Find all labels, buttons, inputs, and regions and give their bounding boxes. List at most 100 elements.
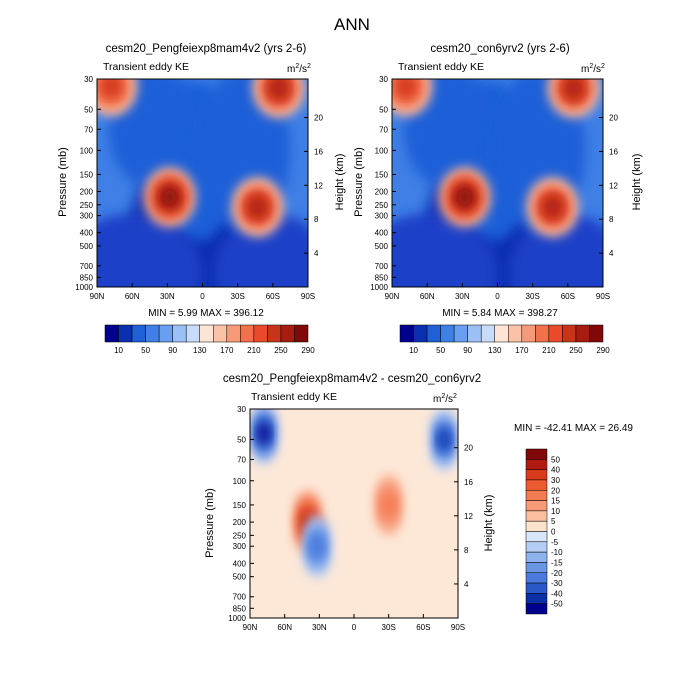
colorbar-swatch bbox=[525, 479, 548, 491]
colorbar-swatch bbox=[226, 324, 241, 343]
panel-3-title: cesm20_Pengfeiexp8mam4v2 - cesm20_con6yr… bbox=[223, 373, 481, 385]
panel-1: cesm20_Pengfeiexp8mam4v2 (yrs 2-6) Trans… bbox=[57, 43, 346, 355]
colorbar-label: 130 bbox=[488, 346, 502, 355]
colorbar-swatch bbox=[280, 324, 295, 343]
colorbar-label: 290 bbox=[596, 346, 610, 355]
panel-3-units: m2/s2 bbox=[433, 393, 457, 405]
y2-tick-label: 8 bbox=[464, 546, 469, 555]
x-tick-label: 30N bbox=[160, 292, 175, 301]
colorbar-swatch bbox=[104, 324, 119, 343]
panel-2-colorbar: 10 50 90 130 170 210 250 290 bbox=[399, 324, 610, 355]
colorbar-swatch bbox=[294, 324, 309, 343]
y2-tick-label: 16 bbox=[609, 147, 618, 156]
y-tick-label: 200 bbox=[80, 188, 94, 197]
y-tick-label: 200 bbox=[233, 518, 247, 527]
colorbar-label: -50 bbox=[551, 600, 563, 609]
colorbar-label: 5 bbox=[551, 517, 556, 526]
x-tick-label: 90N bbox=[243, 623, 258, 632]
y-tick-label: 30 bbox=[379, 75, 388, 84]
colorbar-label: 10 bbox=[114, 346, 123, 355]
colorbar-swatch bbox=[399, 324, 414, 343]
y-tick-label: 50 bbox=[379, 105, 388, 114]
panel-1-stats: MIN = 5.99 MAX = 396.12 bbox=[148, 308, 264, 319]
colorbar-swatch bbox=[158, 324, 173, 343]
panel-2-units: m2/s2 bbox=[581, 63, 605, 75]
panel-2: cesm20_con6yrv2 (yrs 2-6) Transient eddy… bbox=[353, 43, 643, 355]
x-tick-label: 60N bbox=[277, 623, 292, 632]
contour-sh-pos bbox=[383, 496, 394, 514]
y-tick-label: 30 bbox=[237, 405, 246, 414]
colorbar-label: 210 bbox=[542, 346, 556, 355]
contour-sh-strat bbox=[566, 79, 582, 97]
x-tick-label: 30N bbox=[312, 623, 327, 632]
y-tick-label: 1000 bbox=[228, 614, 246, 623]
colorbar-label: 170 bbox=[220, 346, 234, 355]
y-tick-label: 100 bbox=[233, 477, 247, 486]
panel-1-subtitle: Transient eddy KE bbox=[103, 61, 189, 73]
colorbar-label: -5 bbox=[551, 538, 559, 547]
y2-tick-label: 20 bbox=[464, 444, 473, 453]
panel-2-axes: 90N 60N 30N 0 30S 60S 90S 30 50 70 100 150 200 250 300… bbox=[370, 75, 618, 301]
colorbar-swatch bbox=[525, 490, 548, 501]
y-tick-label: 150 bbox=[80, 170, 94, 179]
x-tick-label: 90N bbox=[385, 292, 400, 301]
colorbar-label: 0 bbox=[551, 528, 556, 537]
colorbar-swatch bbox=[118, 324, 133, 343]
y-tick-label: 300 bbox=[80, 212, 94, 221]
y2-tick-label: 16 bbox=[464, 478, 473, 487]
colorbar-label: -40 bbox=[551, 589, 563, 598]
y2-tick-label: 4 bbox=[314, 249, 319, 258]
contour-nh-jet bbox=[457, 188, 473, 206]
contour-nh-jet-neg bbox=[312, 537, 323, 555]
colorbar-swatch bbox=[521, 324, 536, 343]
y-tick-label: 700 bbox=[80, 262, 94, 271]
panel-2-stats: MIN = 5.84 MAX = 398.27 bbox=[442, 308, 558, 319]
y-tick-label: 1000 bbox=[75, 283, 93, 292]
colorbar-swatch bbox=[525, 510, 548, 522]
colorbar-swatch bbox=[589, 324, 604, 343]
colorbar-label: 20 bbox=[551, 486, 560, 495]
colorbar-label: 15 bbox=[551, 497, 560, 506]
y-tick-label: 100 bbox=[80, 146, 94, 155]
contour-nh-jet bbox=[162, 188, 178, 206]
panel-3-ylabel: Pressure (mb) bbox=[204, 488, 216, 558]
panel-2-subtitle: Transient eddy KE bbox=[398, 61, 484, 73]
colorbar-label: 90 bbox=[463, 346, 472, 355]
y-tick-label: 400 bbox=[375, 229, 389, 238]
colorbar-label: 290 bbox=[301, 346, 315, 355]
contour-background bbox=[250, 409, 458, 618]
x-tick-label: 0 bbox=[495, 292, 500, 301]
x-tick-label: 60N bbox=[125, 292, 140, 301]
y2-tick-label: 12 bbox=[464, 512, 473, 521]
colorbar-swatch bbox=[525, 593, 548, 604]
x-tick-label: 60S bbox=[561, 292, 575, 301]
y-tick-label: 850 bbox=[80, 273, 94, 282]
y-tick-label: 30 bbox=[84, 75, 93, 84]
x-tick-label: 60S bbox=[266, 292, 280, 301]
y-tick-label: 300 bbox=[375, 212, 389, 221]
y-tick-label: 500 bbox=[375, 242, 389, 251]
x-tick-label: 90S bbox=[596, 292, 610, 301]
colorbar-swatch bbox=[575, 324, 590, 343]
colorbar-label: 10 bbox=[409, 346, 418, 355]
y-tick-label: 850 bbox=[233, 604, 247, 613]
colorbar-swatch bbox=[525, 531, 548, 543]
panel-3-contour bbox=[249, 408, 459, 619]
y2-tick-label: 4 bbox=[464, 580, 469, 589]
x-tick-label: 60S bbox=[416, 623, 430, 632]
contour-nh-polar-neg bbox=[258, 424, 269, 442]
contour-sh-jet bbox=[545, 198, 560, 216]
colorbar-swatch bbox=[525, 520, 548, 532]
contour-low-region bbox=[403, 79, 498, 190]
colorbar-swatch bbox=[467, 324, 482, 343]
panel-1-colorbar: 10 50 90 130 170 210 250 290 bbox=[104, 324, 315, 355]
panel-3-stats: MIN = -42.41 MAX = 26.49 bbox=[514, 423, 633, 434]
y-tick-label: 100 bbox=[375, 146, 389, 155]
panel-3: cesm20_Pengfeiexp8mam4v2 - cesm20_con6yr… bbox=[204, 373, 633, 632]
y-tick-label: 500 bbox=[80, 242, 94, 251]
x-tick-label: 0 bbox=[352, 623, 357, 632]
colorbar-swatch bbox=[525, 500, 548, 512]
contour-low-region bbox=[392, 213, 498, 287]
panel-1-units: m2/s2 bbox=[287, 63, 311, 75]
